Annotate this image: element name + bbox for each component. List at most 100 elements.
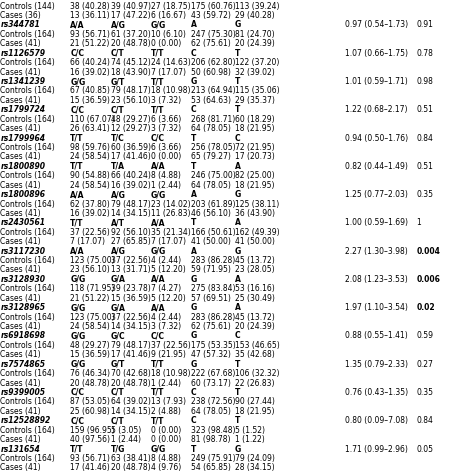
Text: 93 (56.71): 93 (56.71) [70,30,110,39]
Text: A: A [191,20,196,29]
Text: A: A [191,246,196,255]
Text: C: C [191,416,196,425]
Text: Controls (164): Controls (164) [0,143,55,152]
Text: C/T: C/T [111,416,125,425]
Text: 39 (23.78): 39 (23.78) [111,284,151,293]
Text: 50 (60.98): 50 (60.98) [191,68,230,77]
Text: G/T: G/T [111,360,125,369]
Text: 15 (36.59): 15 (36.59) [70,350,110,359]
Text: 17 (41.46): 17 (41.46) [111,153,151,162]
Text: 46 (56.10): 46 (56.10) [191,209,230,218]
Text: G/G: G/G [70,360,85,369]
Text: T/T: T/T [151,360,164,369]
Text: 0.88 (0.55–1.41): 0.88 (0.55–1.41) [345,331,408,340]
Text: G/G: G/G [151,20,166,29]
Text: 16 (39.02): 16 (39.02) [70,209,110,218]
Text: T: T [191,445,196,454]
Text: T/T: T/T [70,219,83,228]
Text: 0.35: 0.35 [416,388,433,397]
Text: 35 (21.34): 35 (21.34) [151,228,191,237]
Text: 90 (54.88): 90 (54.88) [70,171,110,180]
Text: 0 (0.00): 0 (0.00) [151,153,181,162]
Text: Cases (41): Cases (41) [0,181,41,190]
Text: Controls (164): Controls (164) [0,454,55,463]
Text: 79 (48.17): 79 (48.17) [111,200,151,209]
Text: 18 (10.98): 18 (10.98) [151,369,190,378]
Text: 283 (86.28): 283 (86.28) [191,256,235,265]
Text: C/C: C/C [151,331,165,340]
Text: Controls (164): Controls (164) [0,30,55,39]
Text: 162 (49.39): 162 (49.39) [235,228,280,237]
Text: Cases (41): Cases (41) [0,68,41,77]
Text: A/A: A/A [151,303,165,312]
Text: Cases (41): Cases (41) [0,153,41,162]
Text: rs1800896: rs1800896 [0,190,46,199]
Text: 1.25 (0.77–2.03): 1.25 (0.77–2.03) [345,190,408,199]
Text: T: T [235,77,240,86]
Text: rs12528892: rs12528892 [0,416,51,425]
Text: 166 (50.61): 166 (50.61) [191,228,235,237]
Text: 60 (36.59): 60 (36.59) [111,143,151,152]
Text: C: C [235,331,241,340]
Text: rs6918698: rs6918698 [0,331,46,340]
Text: 41 (50.00): 41 (50.00) [235,237,275,246]
Text: 18 (21.95): 18 (21.95) [235,124,274,133]
Text: T/T: T/T [70,134,83,143]
Text: G/G: G/G [70,77,85,86]
Text: 249 (75.91): 249 (75.91) [191,454,235,463]
Text: 43 (59.72): 43 (59.72) [191,11,230,20]
Text: T: T [235,49,240,58]
Text: 1.01 (0.59–1.71): 1.01 (0.59–1.71) [345,77,408,86]
Text: T/C: T/C [111,134,125,143]
Text: 206 (62.80): 206 (62.80) [191,58,235,67]
Text: Cases (41): Cases (41) [0,237,41,246]
Text: 115 (35.06): 115 (35.06) [235,86,280,95]
Text: 41 (50.00): 41 (50.00) [191,237,230,246]
Text: Cases (41): Cases (41) [0,294,41,303]
Text: 283 (86.28): 283 (86.28) [191,312,235,321]
Text: 61 (37.20): 61 (37.20) [111,30,151,39]
Text: G/G: G/G [70,275,85,284]
Text: T/T: T/T [151,416,164,425]
Text: 9 (21.95): 9 (21.95) [151,350,186,359]
Text: 0.51: 0.51 [416,105,433,114]
Text: 22 (26.83): 22 (26.83) [235,379,274,388]
Text: 11 (26.83): 11 (26.83) [151,209,190,218]
Text: 13 (7.93): 13 (7.93) [151,397,186,406]
Text: 0.98: 0.98 [416,77,433,86]
Text: 23 (56.10): 23 (56.10) [70,265,110,274]
Text: 15 (36.59): 15 (36.59) [111,294,151,303]
Text: A/G: A/G [111,20,126,29]
Text: G/G: G/G [70,331,85,340]
Text: 23 (14.02): 23 (14.02) [151,200,191,209]
Text: 0.51: 0.51 [416,162,433,171]
Text: T/T: T/T [151,77,164,86]
Text: 16 (39.02): 16 (39.02) [70,68,110,77]
Text: Cases (41): Cases (41) [0,379,41,388]
Text: Cases (36): Cases (36) [0,11,41,20]
Text: 13 (31.71): 13 (31.71) [111,265,151,274]
Text: G: G [191,77,197,86]
Text: 1.22 (0.68–2.17): 1.22 (0.68–2.17) [345,105,408,114]
Text: Controls (164): Controls (164) [0,115,55,124]
Text: G: G [191,275,197,284]
Text: rs7574865: rs7574865 [0,360,46,369]
Text: 62 (75.61): 62 (75.61) [191,39,230,48]
Text: C/C: C/C [70,105,84,114]
Text: 18 (21.95): 18 (21.95) [235,407,274,416]
Text: Cases (41): Cases (41) [0,209,41,218]
Text: Cases (41): Cases (41) [0,464,41,473]
Text: 79 (48.17): 79 (48.17) [111,341,151,350]
Text: G: G [235,445,241,454]
Text: rs3128965: rs3128965 [0,303,46,312]
Text: 38 (40.28): 38 (40.28) [70,1,110,10]
Text: A/G: A/G [111,246,126,255]
Text: 7 (17.07): 7 (17.07) [151,68,186,77]
Text: 59 (71.95): 59 (71.95) [191,265,230,274]
Text: 1 (2.44): 1 (2.44) [151,181,181,190]
Text: Cases (41): Cases (41) [0,407,41,416]
Text: 25 (30.49): 25 (30.49) [235,294,275,303]
Text: 16 (39.02): 16 (39.02) [111,181,151,190]
Text: 29 (35.37): 29 (35.37) [235,96,275,105]
Text: G/G: G/G [151,445,166,454]
